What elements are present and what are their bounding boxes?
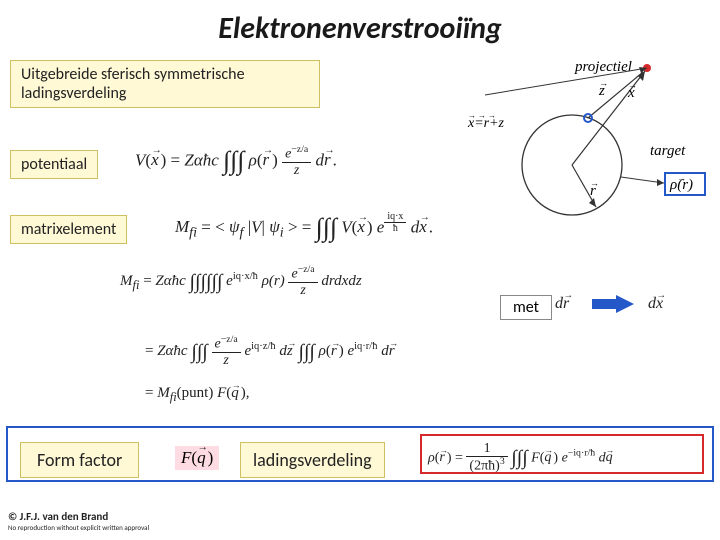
eq-dx: dx bbox=[648, 295, 665, 313]
copyright: © J.F.J. van den Brand No reproduction w… bbox=[8, 510, 149, 532]
svg-text:target: target bbox=[650, 143, 686, 159]
projectiel-text: projectiel bbox=[574, 59, 632, 75]
slide-title: Elektronenverstrooiïng bbox=[0, 0, 720, 47]
copyright-line2: No reproduction without explicit written… bbox=[8, 523, 149, 532]
eq-matrix: Mfi = < ψf |V| ψi > = ∫∫∫ V(x) eiq·xħ dx… bbox=[175, 212, 433, 242]
scattering-diagram: ρ(r) → projectiel x → z → r → x=r+z → → … bbox=[440, 55, 710, 225]
arrow-icon bbox=[590, 293, 640, 315]
desc-box: Uitgebreide sferisch symmetrische lading… bbox=[10, 60, 320, 108]
copyright-line1: © J.F.J. van den Brand bbox=[8, 510, 108, 523]
svg-text:→: → bbox=[590, 178, 599, 188]
eq-potential: V(x) = Zαħc ∫∫∫ ρ(r) e−z/az dr. bbox=[135, 145, 337, 178]
svg-text:→: → bbox=[677, 173, 686, 183]
svg-text:→: → bbox=[599, 78, 608, 88]
eq-mfi2: Mfi = Zαħc ∫∫∫∫∫∫ eiq·x/ħ ρ(r) e−z/az dr… bbox=[120, 265, 362, 298]
eq-mfi4: = Mfi(punt) F(q), bbox=[145, 385, 250, 405]
met-box: met bbox=[500, 295, 552, 320]
matrixelement-label: matrixelement bbox=[10, 215, 127, 244]
rho-inverse-box: ρ(r) = 1(2πħ)3 ∫∫∫ F(q) e−iq·r/ħ dq bbox=[420, 434, 704, 474]
formfactor-label: Form factor bbox=[20, 442, 139, 478]
eq-mfi3: = Zαħc ∫∫∫ e−z/az eiq·z/ħ dz ∫∫∫ ρ(r) ei… bbox=[145, 335, 395, 368]
svg-text:→ → →: → → → bbox=[468, 111, 496, 120]
ladingsverdeling-label: ladingsverdeling bbox=[240, 442, 385, 478]
fq-highlight: F(q) bbox=[175, 446, 219, 470]
potentiaal-label: potentiaal bbox=[10, 150, 98, 179]
eq-dr: dr bbox=[555, 295, 571, 313]
